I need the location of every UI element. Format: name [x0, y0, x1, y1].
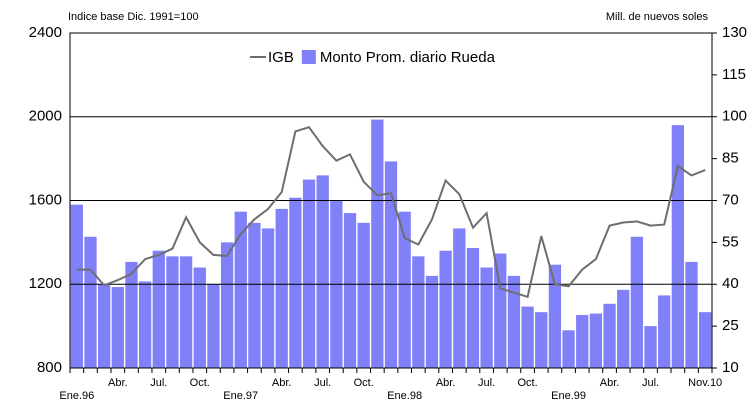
y-tick-label: 1600 [29, 191, 62, 208]
bar [480, 267, 493, 368]
y2-tick-label: 55 [722, 233, 739, 250]
y2-tick-label: 85 [722, 150, 739, 167]
bar [84, 236, 97, 368]
x-tick-label: Ene.99 [551, 390, 586, 402]
bar [302, 179, 316, 368]
bar [453, 228, 466, 368]
bar [207, 284, 220, 368]
y2-tick-label: 115 [722, 66, 746, 83]
bar [316, 175, 329, 368]
bar [220, 242, 234, 368]
right-axis-note: Mill. de nuevos soles [606, 11, 709, 23]
x-tick-label: Jul. [150, 377, 167, 389]
bar [343, 213, 357, 368]
bar [371, 119, 384, 369]
left-axis-note: Indice base Dic. 1991=100 [68, 11, 199, 23]
bar [535, 312, 548, 368]
bar [685, 261, 698, 368]
bar [179, 256, 193, 368]
bar [70, 204, 83, 368]
bar [152, 250, 165, 368]
x-tick-label: Oct. [518, 377, 538, 389]
legend-swatch [301, 50, 316, 64]
bar [589, 313, 603, 368]
bar [630, 236, 644, 368]
x-tick-label: Jul. [314, 377, 331, 389]
bar [425, 275, 439, 368]
bar [603, 303, 616, 368]
x-tick-label: Abr. [108, 377, 128, 389]
x-tick-label: Jul. [478, 377, 495, 389]
y-tick-label: 1200 [29, 275, 62, 292]
x-tick-label: Ene.97 [223, 390, 258, 402]
bar [466, 247, 480, 368]
y2-tick-label: 100 [722, 108, 747, 125]
x-tick-label: Oct. [354, 377, 374, 389]
y2-tick-label: 70 [722, 191, 739, 208]
line-series [76, 126, 706, 299]
x-tick-label: Jul. [642, 377, 659, 389]
x-tick-label: Nov.10 [688, 377, 722, 389]
bar [166, 256, 179, 368]
x-tick-label: Ene.98 [387, 390, 422, 402]
y2-tick-label: 25 [722, 317, 739, 334]
plot-border [69, 32, 713, 369]
bar [384, 161, 398, 368]
bar [248, 222, 261, 368]
bar [138, 281, 152, 368]
y-tick-label: 2400 [29, 24, 62, 41]
bar [193, 267, 206, 368]
y-tick-label: 800 [37, 359, 62, 376]
x-tick-label: Abr. [272, 377, 292, 389]
x-tick-label: Abr. [436, 377, 456, 389]
y2-tick-label: 130 [722, 24, 747, 41]
x-tick-label: Oct. [190, 377, 210, 389]
bar [562, 330, 575, 368]
legend-label: Monto Prom. diario Rueda [320, 49, 496, 66]
bar [439, 250, 452, 368]
bar [98, 284, 111, 368]
bar [412, 256, 425, 368]
y2-tick-label: 40 [722, 275, 739, 292]
x-tick-label: Abr. [600, 377, 620, 389]
bar [261, 228, 275, 368]
bar [111, 287, 124, 368]
bar [644, 326, 657, 368]
x-tick-label: Ene.96 [59, 390, 94, 402]
y2-tick-label: 10 [722, 359, 739, 376]
bar [289, 197, 302, 368]
bar [617, 289, 630, 368]
bar [699, 312, 712, 368]
bar [398, 211, 411, 368]
bar [125, 261, 138, 368]
bar [521, 306, 534, 368]
y-tick-label: 2000 [29, 108, 62, 125]
bar [234, 211, 247, 368]
bar [576, 314, 589, 368]
bar [671, 125, 684, 368]
bar [275, 208, 288, 368]
legend-label: IGB [268, 49, 294, 66]
bar [548, 264, 562, 368]
bar [494, 253, 507, 368]
bar [658, 295, 671, 368]
bar [507, 275, 521, 368]
bar [357, 222, 370, 368]
